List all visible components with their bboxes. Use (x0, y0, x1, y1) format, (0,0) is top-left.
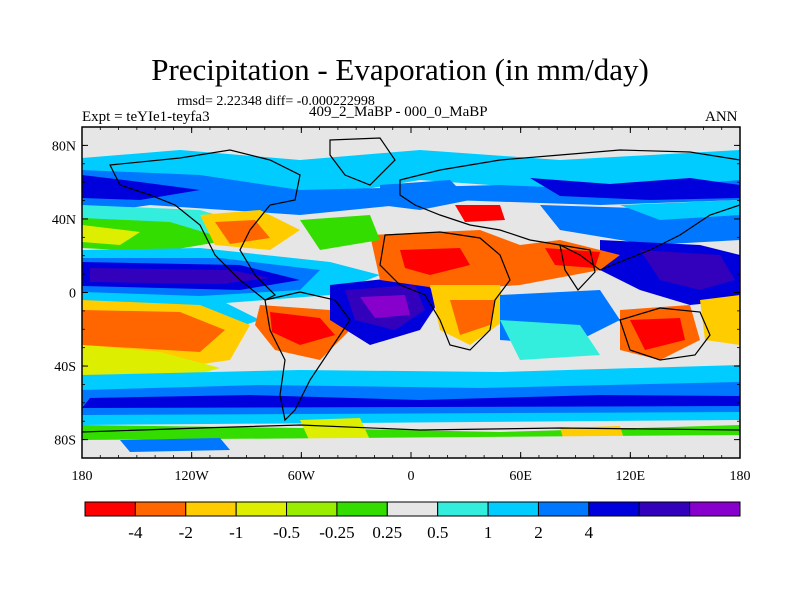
y-tick-label: 80N (52, 139, 76, 154)
field-band (640, 250, 735, 290)
field-band (120, 438, 230, 452)
continent-south-america-outline (264, 291, 351, 422)
continent-australia-outline (619, 307, 711, 361)
y-tick-label: 80S (54, 434, 76, 449)
y-axis: 80N 40N 0 40S 80S (52, 126, 740, 459)
field-band (360, 295, 410, 318)
period-label: 409_2_MaBP - 000_0_MaBP (309, 104, 488, 120)
field-band (455, 205, 505, 222)
continent-antarctica-outline (82, 424, 740, 433)
field-band (215, 220, 270, 244)
continent-north-america-outline (109, 149, 301, 301)
colorbar-swatch (689, 501, 741, 517)
continent-eurasia-outline (399, 149, 740, 271)
field-band (400, 248, 470, 275)
field-band (82, 310, 225, 352)
colorbar-swatch (336, 501, 388, 517)
colorbar-swatch (638, 501, 691, 517)
field-layer (82, 127, 740, 458)
colorbar-swatch (134, 501, 187, 517)
continent-africa-outline (379, 231, 511, 351)
colorbar-label: 0.25 (372, 523, 402, 542)
colorbar-label: 0.5 (427, 523, 448, 542)
x-axis: 180 120W 60W 0 60E 120E 180 (72, 127, 751, 484)
colorbar-swatch (84, 501, 136, 517)
colorbar-label: -1 (229, 523, 243, 542)
field-band (700, 295, 740, 345)
field-band (450, 300, 495, 335)
rmsd-diff-stats: rmsd= 2.22348 diff= -0.000222998 (177, 94, 375, 109)
field-band (300, 418, 370, 442)
x-tick-label: 60E (509, 469, 532, 484)
x-tick-label: 0 (408, 469, 415, 484)
colorbar-label: 1 (484, 523, 493, 542)
field-band (82, 225, 140, 245)
colorbar-label: -0.25 (319, 523, 354, 542)
field-band (82, 175, 200, 200)
season-label: ANN (705, 109, 738, 125)
colorbar-swatch (235, 501, 288, 517)
field-band (82, 435, 740, 458)
continent-greenland-outline (329, 137, 396, 186)
field-band (500, 320, 600, 360)
y-tick-label: 0 (69, 287, 76, 302)
colorbar-swatch (286, 501, 338, 517)
field-band (90, 268, 270, 284)
field-band (380, 180, 470, 210)
x-tick-label: 60W (288, 469, 316, 484)
experiment-label: Expt = teYIe1-teyfa3 (82, 109, 210, 125)
land-outlines (82, 137, 740, 433)
colorbar-label: 4 (585, 523, 594, 542)
colorbar-label: -4 (128, 523, 143, 542)
plot-title: Precipitation - Evaporation (in mm/day) (151, 52, 649, 87)
field-band (82, 395, 740, 408)
x-tick-label: 180 (72, 469, 93, 484)
field-band (300, 215, 380, 250)
colorbar-label: -2 (179, 523, 193, 542)
x-tick-label: 120W (175, 469, 210, 484)
colorbar-label: -0.5 (273, 523, 300, 542)
colorbar-swatch (487, 501, 539, 517)
colorbar: -4 -2 -1 -0.5 -0.25 0.25 0.5 1 2 4 (84, 501, 741, 542)
continent-india-outline (559, 244, 596, 291)
x-tick-label: 180 (730, 469, 751, 484)
colorbar-swatch (588, 501, 640, 517)
colorbar-swatch (537, 501, 590, 517)
y-tick-label: 40S (54, 360, 76, 375)
colorbar-swatch (386, 501, 439, 517)
field-band (270, 312, 335, 345)
field-band (530, 178, 740, 200)
colorbar-swatch (185, 501, 237, 517)
colorbar-label: 2 (534, 523, 543, 542)
field-band (545, 248, 600, 268)
field-band (630, 318, 685, 350)
y-tick-label: 40N (52, 213, 76, 228)
colorbar-swatch (437, 501, 489, 517)
x-tick-label: 120E (616, 469, 646, 484)
